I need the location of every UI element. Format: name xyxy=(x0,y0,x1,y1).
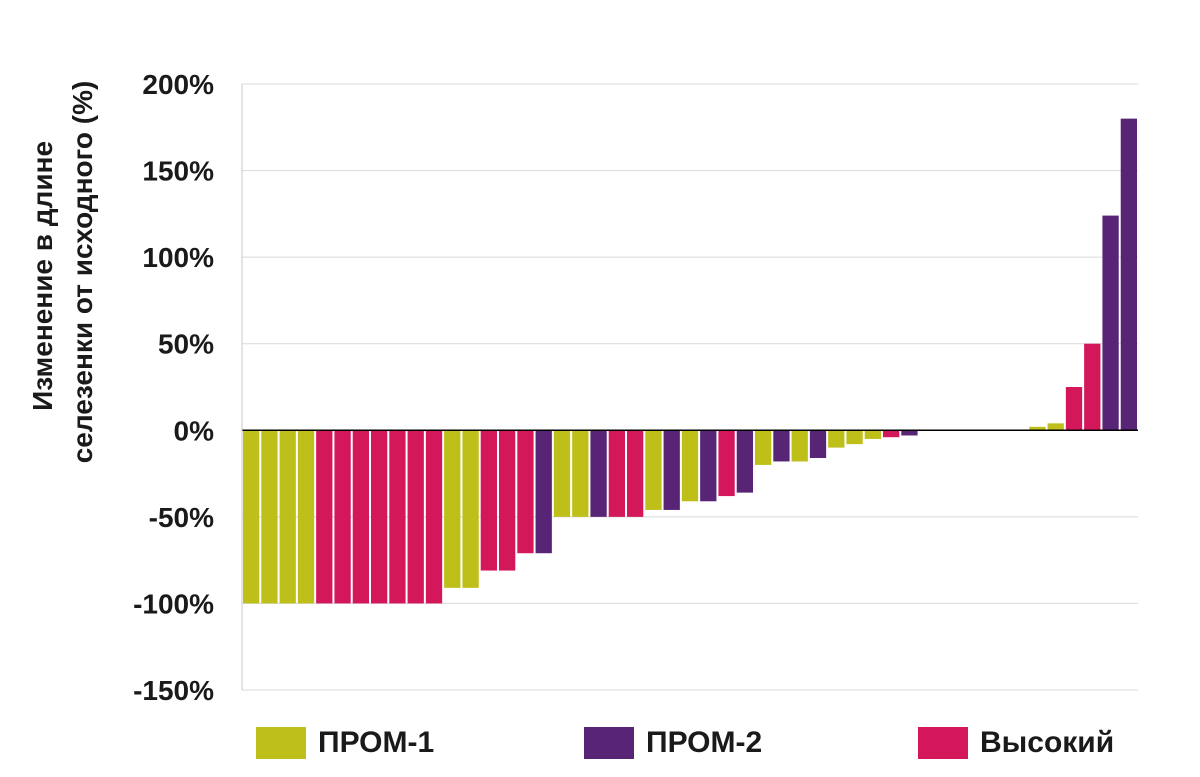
bar xyxy=(645,430,662,510)
bar xyxy=(627,430,644,517)
bar xyxy=(517,430,534,554)
bar xyxy=(663,430,680,510)
legend-label-high: Высокий xyxy=(980,726,1115,759)
bar xyxy=(407,430,424,604)
legend-item-prom-1: ПРОМ-1 xyxy=(256,726,434,760)
y-axis-label-line-1: Изменение в длине xyxy=(27,141,58,411)
y-tick-label: 0% xyxy=(174,415,215,446)
bar xyxy=(791,430,808,462)
bar xyxy=(279,430,296,604)
legend-item-prom-2: ПРОМ-2 xyxy=(584,726,762,760)
bar xyxy=(681,430,699,502)
bar xyxy=(773,430,790,462)
y-tick-label: 200% xyxy=(142,69,214,100)
bar xyxy=(261,430,278,604)
y-tick-label: 50% xyxy=(158,329,214,360)
y-tick-label: 100% xyxy=(142,242,214,273)
y-tick-labels: 200% 150% 100% 50% 0% -50% -100% -150% xyxy=(133,69,214,706)
bar xyxy=(883,430,900,438)
bar xyxy=(1029,426,1046,431)
y-tick-label: 150% xyxy=(142,156,214,187)
bar xyxy=(1084,343,1101,431)
bar xyxy=(809,430,827,458)
bar xyxy=(1065,387,1083,431)
bar xyxy=(828,430,845,448)
y-axis-label: Изменение в длине селезенки от исходного… xyxy=(27,81,98,464)
bar xyxy=(297,430,315,604)
legend-item-high: Высокий xyxy=(918,726,1114,760)
bars xyxy=(243,118,1137,604)
bar xyxy=(572,430,589,517)
bar xyxy=(480,430,497,571)
bar xyxy=(352,430,369,604)
legend-swatch-high xyxy=(918,727,968,759)
bar xyxy=(535,430,552,554)
bar xyxy=(316,430,333,604)
y-tick-label: -50% xyxy=(149,502,214,533)
bar xyxy=(371,430,388,604)
legend-swatch-prom-2 xyxy=(584,727,634,759)
y-tick-label: -100% xyxy=(133,588,214,619)
bar xyxy=(755,430,772,465)
bar xyxy=(700,430,717,502)
y-axis-label-line-2: селезенки от исходного (%) xyxy=(67,81,98,464)
bar xyxy=(499,430,516,571)
bar xyxy=(334,430,351,604)
bar xyxy=(462,430,479,588)
bar xyxy=(1047,423,1064,431)
bar xyxy=(736,430,753,493)
y-tick-label: -150% xyxy=(133,675,214,706)
bar xyxy=(718,430,735,497)
bar xyxy=(553,430,571,517)
legend-label-prom-1: ПРОМ-1 xyxy=(318,726,435,759)
bar xyxy=(608,430,625,517)
bar xyxy=(444,430,461,588)
bar xyxy=(590,430,607,517)
bar xyxy=(243,430,260,604)
legend-swatch-prom-1 xyxy=(256,727,306,759)
bar xyxy=(389,430,406,604)
bar xyxy=(1102,215,1119,431)
bar xyxy=(1120,118,1137,431)
bar xyxy=(864,430,881,439)
bar xyxy=(901,430,918,436)
legend-label-prom-2: ПРОМ-2 xyxy=(646,726,763,759)
bar xyxy=(846,430,863,445)
bar xyxy=(425,430,443,604)
